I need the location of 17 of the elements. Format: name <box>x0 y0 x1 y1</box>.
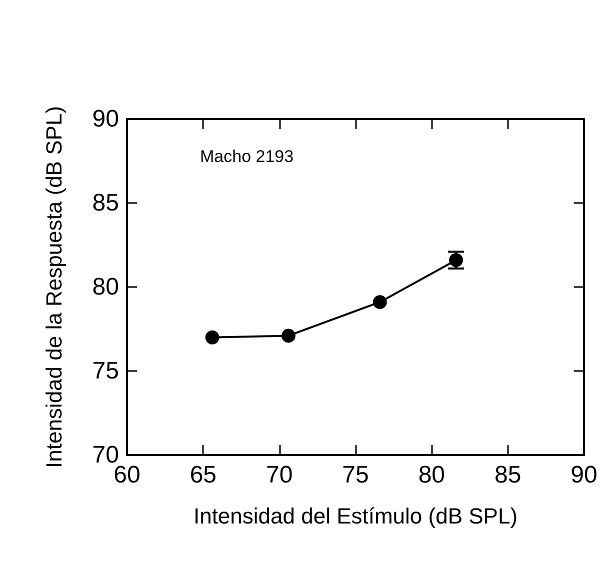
point <box>205 330 220 344</box>
x-tick-label: 80 <box>418 462 446 488</box>
y-tick-label: 80 <box>92 274 119 300</box>
y-tick-label: 90 <box>92 106 119 132</box>
x-axis-title: Intensidad del Estímulo (dB SPL) <box>193 504 518 528</box>
x-tick-label: 85 <box>494 462 522 488</box>
y-axis-title: Intensidad de la Respuesta (dB SPL) <box>42 106 66 468</box>
x-tick-label: 90 <box>570 462 598 488</box>
x-tick-label: 75 <box>342 462 369 488</box>
point <box>281 328 296 343</box>
x-tick-label: 70 <box>266 462 293 488</box>
point <box>372 295 387 310</box>
x-tick-label: 60 <box>114 462 140 488</box>
annotation: Macho 2193 <box>200 147 294 166</box>
y-tick-label: 75 <box>92 358 119 384</box>
y-tick-label: 85 <box>92 190 119 216</box>
x-tick-label: 65 <box>190 462 217 488</box>
